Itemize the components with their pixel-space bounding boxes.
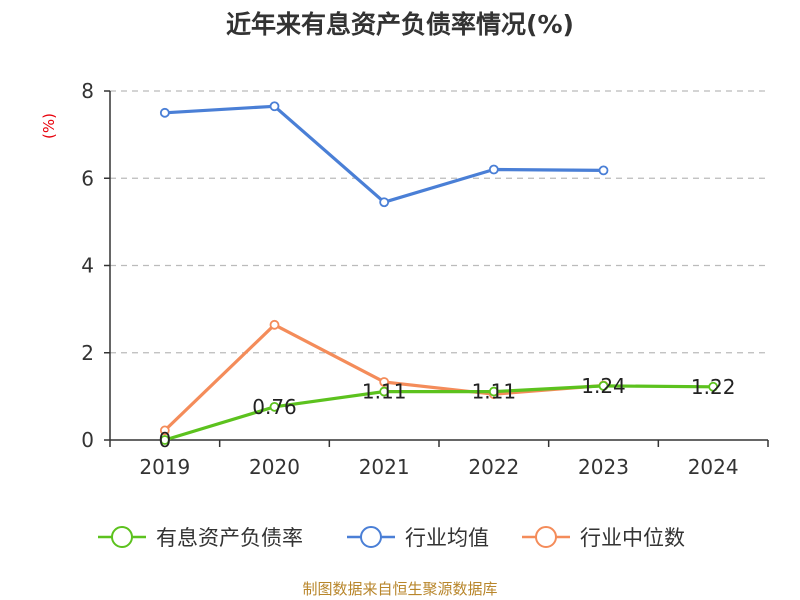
data-point [708, 381, 719, 392]
legend-marker-0 [111, 526, 133, 548]
series-lines [159, 101, 719, 445]
source-note: 制图数据来自恒生聚源数据库 [302, 580, 497, 598]
data-point [488, 164, 499, 175]
data-point [269, 401, 280, 412]
x-tick-label: 2021 [359, 455, 410, 479]
series-line-1 [164, 104, 604, 204]
x-tick-label: 2022 [468, 455, 519, 479]
x-tick-label: 2019 [139, 455, 190, 479]
data-label: 1.24 [581, 374, 626, 398]
legend-marker-2 [535, 526, 557, 548]
legend-marker-1 [360, 526, 382, 548]
y-tick-label: 4 [81, 254, 94, 278]
data-label: 1.22 [691, 375, 736, 399]
grid-lines [110, 90, 768, 354]
y-tick-label: 2 [81, 341, 94, 365]
y-tick-label: 8 [81, 79, 94, 103]
data-point [159, 107, 170, 118]
x-tick-label: 2020 [249, 455, 300, 479]
y-tick-label: 0 [81, 428, 94, 452]
data-point [598, 381, 609, 391]
data-point [159, 435, 170, 445]
y-axis-unit: (%) [40, 113, 58, 139]
data-point [379, 386, 390, 397]
legend-label: 有息资产负债率 [156, 526, 303, 550]
data-label: 1.11 [472, 380, 517, 404]
axes: 0 2 4 6 8 2019 2020 2021 2022 2023 2024 [81, 79, 769, 479]
data-labels: 0 0.76 1.11 1.11 1.24 1.22 [158, 374, 735, 452]
x-tick-label: 2023 [578, 455, 629, 479]
legend-label: 行业均值 [405, 526, 489, 550]
chart-title: 近年来有息资产负债率情况(%) [226, 10, 574, 39]
data-point [379, 197, 390, 208]
data-point [488, 386, 499, 397]
data-point [598, 165, 609, 176]
data-point [269, 319, 280, 330]
legend-label: 行业中位数 [580, 526, 685, 550]
data-point [159, 425, 170, 436]
data-point [379, 377, 390, 387]
data-label: 1.11 [362, 380, 407, 404]
y-tick-label: 6 [81, 166, 94, 190]
series-line-0 [164, 384, 714, 442]
x-tick-label: 2024 [688, 455, 739, 479]
legend: 有息资产负债率 行业均值 行业中位数 [98, 526, 685, 550]
data-label: 0 [158, 428, 171, 452]
data-label: 0.76 [252, 395, 297, 419]
data-point [269, 101, 280, 112]
